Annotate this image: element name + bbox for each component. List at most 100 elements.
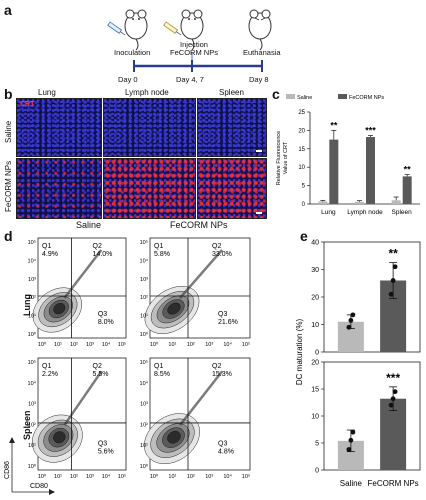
x-tick-label: 10⁰ — [150, 473, 159, 480]
significance-label: *** — [365, 126, 376, 136]
y-tick-label: 10⁰ — [140, 463, 149, 470]
micrograph-saline-spleen — [197, 98, 267, 157]
contour-level — [167, 430, 181, 444]
data-point — [392, 389, 398, 395]
x-tick-label: 10² — [70, 474, 78, 480]
quadrant-label: Q2 — [93, 363, 102, 370]
y-tick-label: 10³ — [140, 402, 148, 408]
x-tick-label: 10⁰ — [38, 341, 47, 348]
micrograph-fecorm-lymph-node — [103, 158, 196, 219]
y-tick-label: 10³ — [140, 277, 148, 283]
quadrant-label: Q1 — [154, 363, 163, 370]
y-tick-label: 25 — [298, 110, 305, 116]
contour-level — [53, 303, 66, 315]
quadrant-label: 5.8% — [154, 251, 170, 258]
x-tick-label: 10¹ — [54, 342, 62, 348]
y-tick-label: 10¹ — [140, 443, 148, 449]
x-tick-label: 10⁵ — [242, 341, 250, 348]
contour-level — [167, 302, 181, 315]
x-tick-label: 10² — [70, 342, 78, 348]
quadrant-label: Q1 — [42, 243, 51, 250]
x-tick-label: 10³ — [205, 342, 213, 348]
data-point — [392, 264, 398, 270]
y-tick-label: 10 — [311, 322, 319, 329]
y-tick-label: 0 — [315, 468, 319, 475]
timeline-diagram — [107, 9, 272, 72]
bar — [402, 176, 412, 204]
quadrant-label: 5.6% — [98, 448, 114, 455]
quadrant-label: 2.2% — [42, 371, 58, 378]
x-tick-label: 10⁴ — [223, 473, 232, 480]
quadrant-label: Q2 — [93, 243, 102, 250]
timeline-day-label: Day 8 — [249, 75, 269, 84]
data-point — [390, 396, 396, 402]
legend-swatch — [286, 94, 295, 99]
quadrant-label: Q3 — [98, 311, 107, 318]
data-point — [346, 324, 352, 330]
x-tick-label: Spleen — [392, 209, 413, 216]
quadrant-label: Q3 — [218, 311, 227, 318]
y-tick-label: 10¹ — [28, 314, 36, 320]
crt-fluorescence-chart: Saline FeCORM NPs Relative Fluorescence Val… — [276, 94, 420, 216]
x-tick-label: 10¹ — [54, 474, 62, 480]
panel-label-d: d — [4, 228, 13, 244]
quadrant-label: 14.0% — [93, 251, 113, 258]
panel-label-b: b — [4, 86, 13, 102]
y-tick-label: 40 — [311, 240, 319, 247]
x-tick-label: 10⁴ — [223, 341, 232, 348]
y-tick-label: 20 — [311, 295, 319, 302]
quadrant-label: 8.0% — [98, 319, 114, 326]
y-axis-label: Value of CRT — [283, 141, 289, 174]
flow-column-title: FeCORM NPs — [170, 220, 228, 230]
x-tick-label: 10⁵ — [242, 473, 250, 480]
timeline-day-label: Day 4, 7 — [176, 75, 204, 84]
y-tick-label: 10⁰ — [28, 463, 37, 470]
x-tick-label: 10³ — [86, 342, 94, 348]
legend-entry: FeCORM NPs — [349, 95, 384, 101]
y-tick-label: 20 — [298, 128, 305, 134]
timeline-event-label: Euthanasia — [243, 48, 281, 57]
y-tick-label: 10⁴ — [28, 380, 37, 387]
panel-label-a: a — [4, 2, 12, 18]
quadrant-label: Q2 — [212, 243, 221, 250]
bar — [355, 201, 364, 204]
panel-label-c: c — [272, 86, 280, 102]
micrograph-saline-lung: CRT — [16, 98, 102, 157]
quadrant-label: 4.8% — [218, 448, 234, 455]
y-tick-label: 20 — [311, 360, 319, 367]
quadrant-label: 33.0% — [212, 251, 232, 258]
data-point — [388, 291, 394, 297]
micro-column-title: Lung — [38, 88, 56, 97]
scale-bar — [256, 212, 262, 214]
y-axis-label: CD86 — [4, 461, 11, 479]
x-tick-label: 10⁴ — [102, 341, 111, 348]
data-point — [388, 402, 394, 408]
quadrant-label: 4.9% — [42, 251, 58, 258]
x-tick-label: 10⁴ — [102, 473, 111, 480]
y-tick-label: 10⁵ — [140, 359, 148, 366]
y-tick-label: 10⁴ — [140, 380, 149, 387]
timeline-day-label: Day 0 — [118, 75, 138, 84]
flow-column-title: Saline — [76, 220, 102, 230]
y-tick-label: 15 — [311, 387, 319, 394]
mouse-icon — [124, 9, 148, 51]
data-point — [350, 429, 356, 435]
y-tick-label: 10 — [298, 165, 305, 171]
syringe-icon — [163, 21, 182, 36]
contour-streak — [63, 249, 103, 299]
x-tick-label: Saline — [340, 479, 363, 488]
micro-column-title: Lymph node — [125, 88, 169, 97]
y-tick-label: 10² — [28, 422, 36, 428]
x-tick-label: 10² — [187, 342, 195, 348]
y-tick-label: 5 — [302, 184, 306, 190]
quadrant-label: 8.5% — [154, 371, 170, 378]
y-axis-label: DC maturation (%) — [295, 319, 304, 386]
arrow-head — [9, 437, 15, 443]
y-tick-label: 10⁰ — [28, 331, 37, 338]
crt-stain-label: CRT — [20, 101, 35, 108]
micrograph-fecorm-spleen — [197, 158, 267, 219]
y-tick-label: 10² — [140, 422, 148, 428]
micro-row-label: Saline — [4, 120, 13, 143]
x-tick-label: 10⁵ — [118, 473, 126, 480]
y-tick-label: 10¹ — [140, 314, 148, 320]
